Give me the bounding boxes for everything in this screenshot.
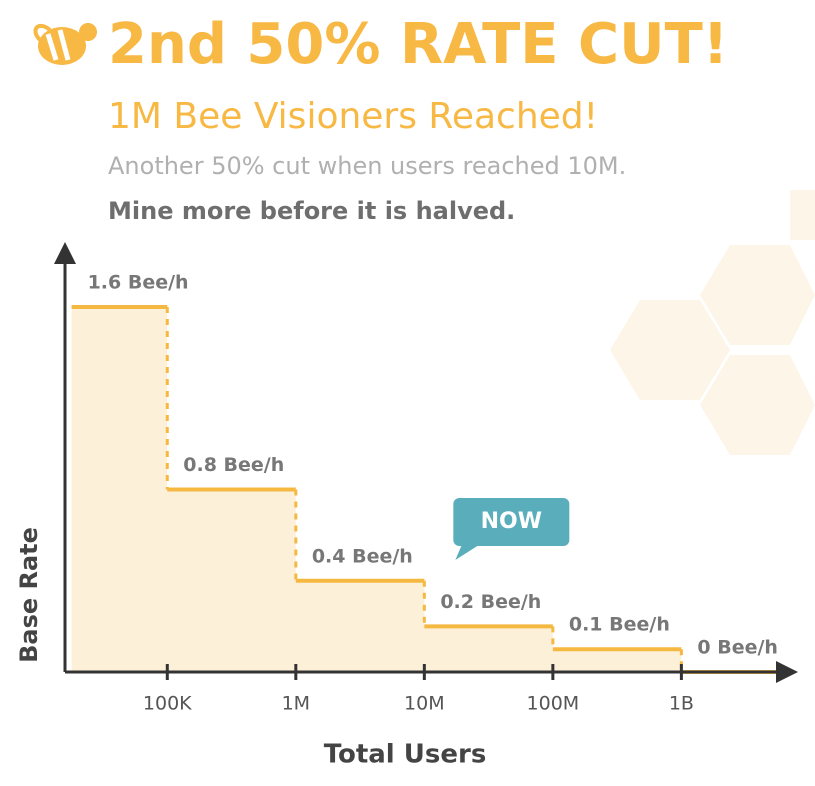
y-axis-label: Base Rate	[15, 527, 43, 663]
value-label: 0.2 Bee/h	[440, 591, 541, 613]
x-tick-label: 10M	[404, 693, 445, 715]
hexagon-decor	[610, 190, 815, 455]
value-label: 0.4 Bee/h	[312, 545, 413, 567]
title: 2nd 50% RATE CUT!	[108, 12, 728, 77]
callout-text: NOW	[481, 509, 542, 534]
x-axis-label: Total Users	[324, 740, 487, 770]
x-tick-label: 1B	[669, 693, 694, 715]
note: Another 50% cut when users reached 10M.	[108, 152, 626, 180]
value-label: 1.6 Bee/h	[88, 272, 189, 294]
emphasis: Mine more before it is halved.	[108, 197, 515, 225]
value-label: 0 Bee/h	[697, 637, 778, 659]
bee-icon	[33, 23, 97, 65]
y-axis-arrow	[54, 242, 76, 264]
value-label: 0.8 Bee/h	[183, 454, 284, 476]
subtitle: 1M Bee Visioners Reached!	[108, 96, 598, 137]
x-tick-label: 100M	[527, 693, 580, 715]
x-axis-arrow	[776, 661, 798, 683]
value-label: 0.1 Bee/h	[569, 614, 670, 636]
callout-bubble	[453, 498, 570, 560]
area-fill	[71, 307, 782, 672]
x-tick-label: 100K	[143, 693, 192, 715]
x-tick-label: 1M	[282, 693, 310, 715]
